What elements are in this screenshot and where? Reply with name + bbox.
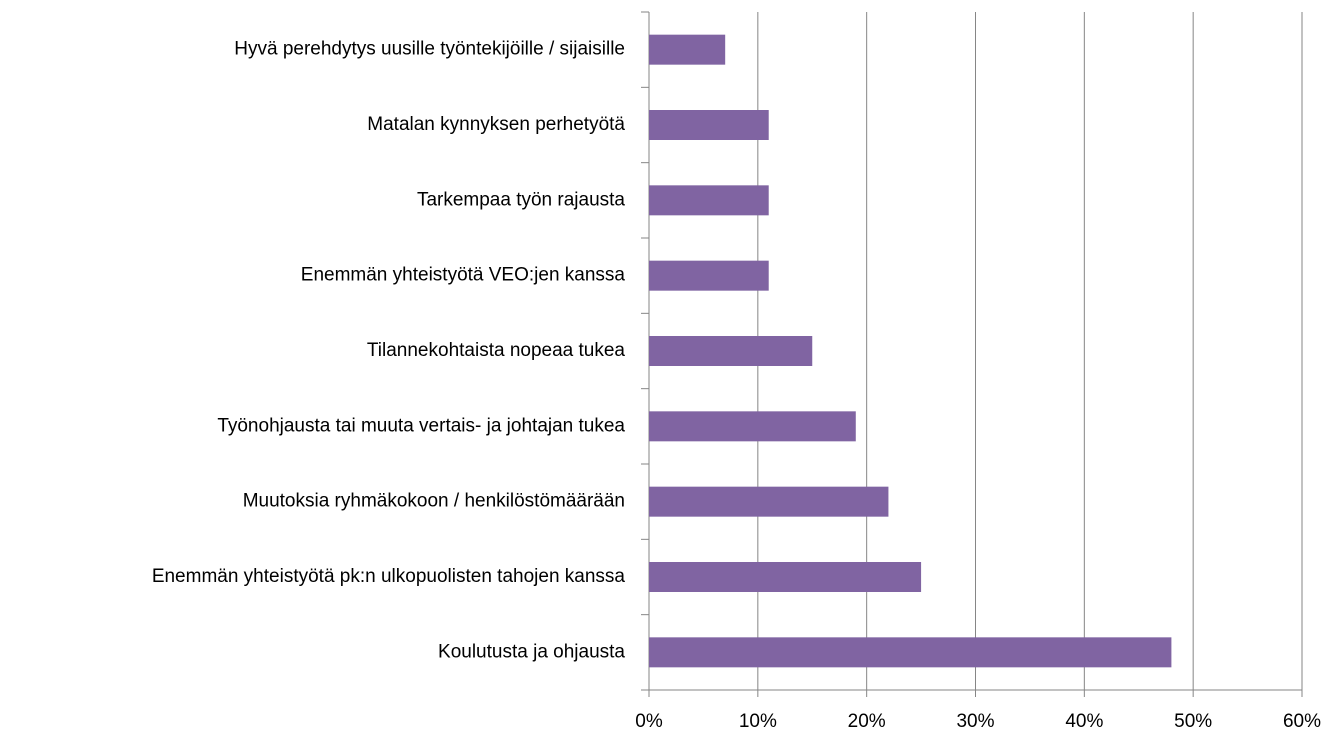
y-tick-label: Koulutusta ja ohjausta [438,641,625,662]
bar [649,637,1172,668]
x-tick-label: 60% [1283,711,1321,732]
x-tick-label: 30% [956,711,994,732]
y-tick-label: Muutoksia ryhmäkokoon / henkilöstömäärää… [243,491,625,512]
x-tick-label: 40% [1065,711,1103,732]
y-tick-label: Enemmän yhteistyötä pk:n ulkopuolisten t… [152,566,626,587]
bar [649,562,922,592]
x-tick-label: 0% [635,711,663,732]
bar [649,486,889,517]
bar [649,34,726,65]
bar [649,110,769,140]
y-tick-label: Matalan kynnyksen perhetyötä [367,114,625,135]
x-tick-label: 20% [848,711,886,732]
bar [649,260,769,291]
bar [649,185,769,216]
x-tick-label: 50% [1174,711,1212,732]
y-tick-label: Enemmän yhteistyötä VEO:jen kanssa [301,265,626,286]
bar [649,411,856,442]
y-tick-label: Tilannekohtaista nopeaa tukea [367,340,626,361]
bar [649,336,813,366]
y-tick-label: Hyvä perehdytys uusille työntekijöille /… [234,39,625,60]
y-tick-label: Tarkempaa työn rajausta [417,189,625,210]
y-tick-label: Työnohjausta tai muuta vertais- ja johta… [217,415,625,436]
x-tick-label: 10% [739,711,777,732]
